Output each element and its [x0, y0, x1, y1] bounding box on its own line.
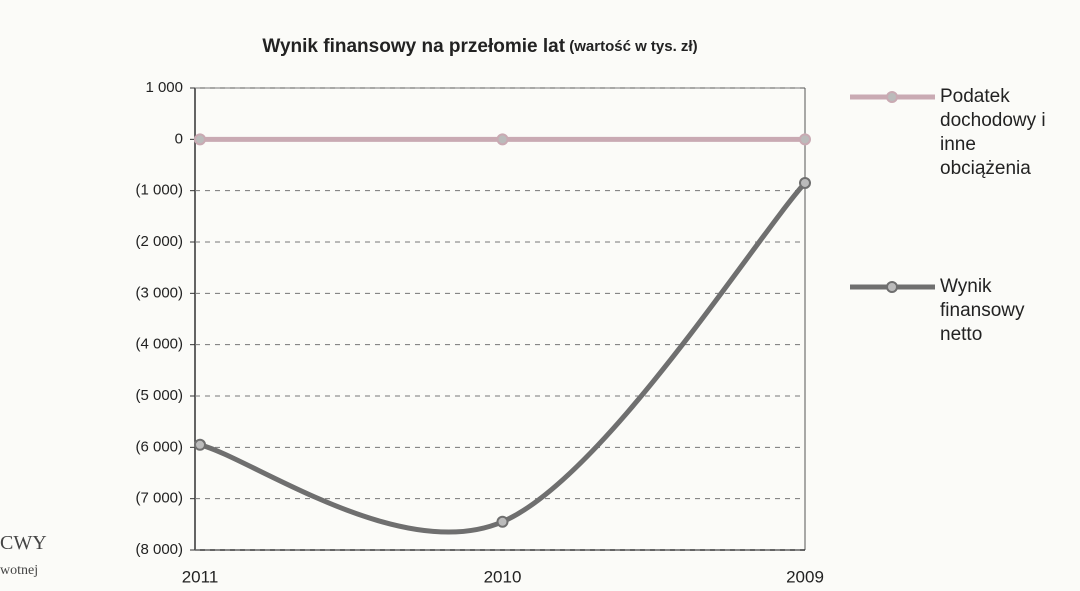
- legend-label: Podatek dochodowy i inne obciążenia: [940, 86, 1046, 179]
- y-tick-label: 0: [175, 130, 183, 147]
- series-line: [197, 180, 808, 535]
- legend-label: Wynik finansowy netto: [940, 276, 1025, 345]
- legend-marker: [886, 91, 898, 103]
- x-tick-label: 2011: [182, 567, 219, 586]
- y-tick-label: (6 000): [135, 438, 183, 455]
- margin-text: wotnej: [0, 563, 39, 578]
- chart-title: Wynik finansowy na przełomie lat (wartoś…: [262, 36, 697, 57]
- y-tick-label: (2 000): [135, 233, 183, 250]
- series-marker: [799, 176, 811, 189]
- series-marker: [496, 133, 509, 146]
- series-marker: [194, 133, 206, 146]
- y-tick-label: (8 000): [135, 541, 183, 558]
- title: Wynik finansowy na przełomie lat: [262, 36, 565, 57]
- legend-marker: [886, 281, 898, 293]
- y-tick-label: 1 000: [145, 79, 183, 96]
- y-tick-label: (7 000): [135, 490, 183, 507]
- y-tick-label: (1 000): [135, 182, 183, 199]
- x-tick-label: 2010: [484, 567, 522, 586]
- y-tick-label: (4 000): [135, 336, 183, 353]
- series-marker: [194, 438, 206, 451]
- series-marker: [496, 515, 509, 528]
- subtitle: (wartość w tys. zł): [569, 38, 697, 55]
- y-tick-label: (3 000): [135, 284, 183, 301]
- series-marker: [799, 133, 811, 146]
- x-tick-label: 2009: [786, 567, 824, 586]
- margin-text: CWY: [0, 532, 47, 554]
- y-tick-label: (5 000): [135, 387, 183, 404]
